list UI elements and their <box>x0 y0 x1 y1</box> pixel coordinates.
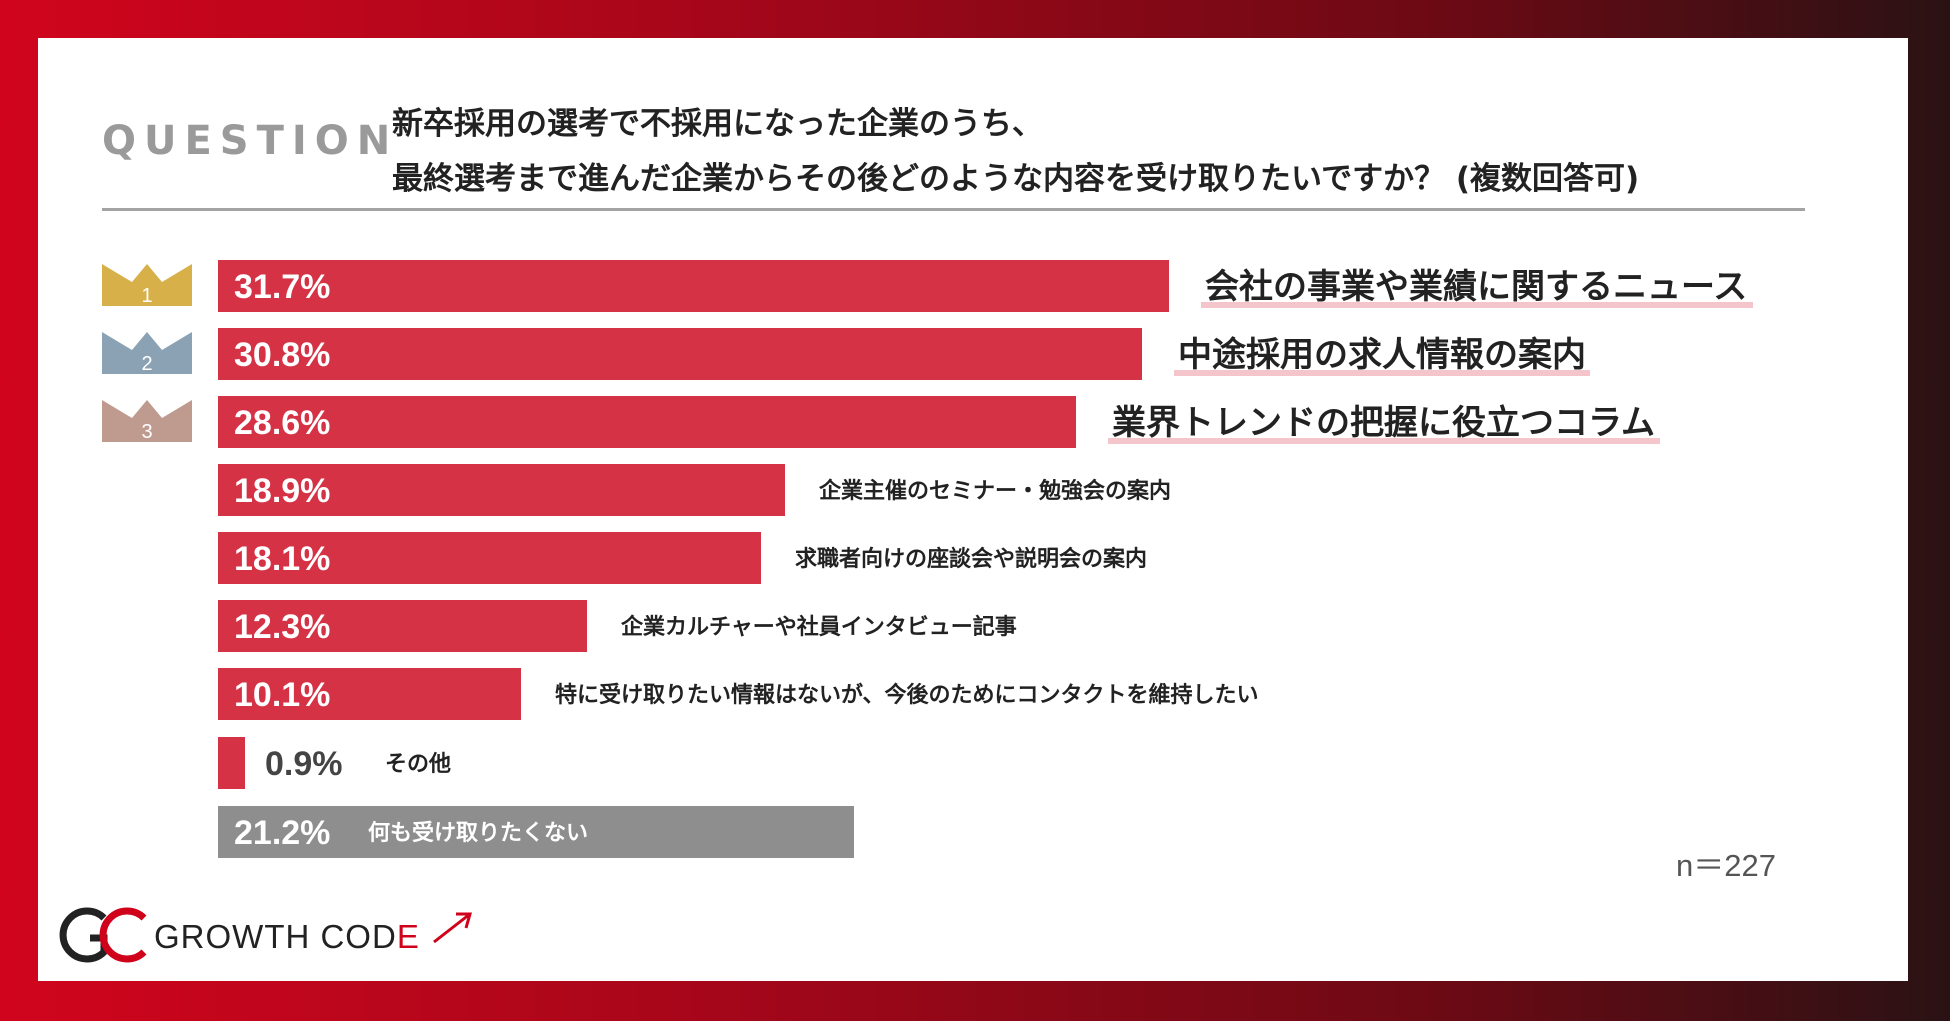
highlight-underline-2 <box>1108 438 1660 444</box>
category-label-1: 中途採用の求人情報の案内 <box>1178 335 1586 375</box>
value-label-3: 18.9% <box>234 472 330 510</box>
bar-3 <box>218 464 785 516</box>
category-label-3: 企業主催のセミナー・勉強会の案内 <box>818 478 1171 504</box>
value-label-0: 31.7% <box>234 268 330 306</box>
highlight-underline-0 <box>1201 302 1753 308</box>
bar-0 <box>218 260 1169 312</box>
bar-6 <box>218 668 521 720</box>
logo-text-accent: E <box>396 918 420 955</box>
sample-size: n＝227 <box>1676 848 1776 883</box>
category-label-5: 企業カルチャーや社員インタビュー記事 <box>620 614 1017 640</box>
value-label-6: 10.1% <box>234 676 330 714</box>
rank-crown-icon-3 <box>102 400 192 442</box>
bar-1 <box>218 328 1142 380</box>
question-text-line1: 新卒採用の選考で不採用になった企業のうち、 <box>392 106 1043 142</box>
category-label-4: 求職者向けの座談会や説明会の案内 <box>795 546 1147 572</box>
value-label-2: 28.6% <box>234 404 330 442</box>
value-label-4: 18.1% <box>234 540 330 578</box>
bar-2 <box>218 396 1076 448</box>
bar-8 <box>218 806 854 858</box>
question-label: QUESTION <box>102 118 399 164</box>
category-label-7: その他 <box>385 752 451 777</box>
rank-number-1: 1 <box>141 285 152 307</box>
rank-number-2: 2 <box>141 353 152 375</box>
value-label-7: 0.9% <box>265 745 343 783</box>
bar-chart: 31.7% 会社の事業や業績に関するニュース 30.8% 中途採用の求人情報の案内 28… <box>102 260 1753 858</box>
category-label-8: 何も受け取りたくない <box>368 820 588 846</box>
logo-text-main: GROWTH COD <box>154 918 397 955</box>
rank-crown-icon-2 <box>102 332 192 374</box>
category-label-6: 特に受け取りたい情報はないが、今後のためにコンタクトを維持したい <box>555 682 1259 708</box>
bar-5 <box>218 600 587 652</box>
bar-7 <box>218 737 245 789</box>
rank-number-3: 3 <box>141 421 152 443</box>
question-text-line2: 最終選考まで進んだ企業からその後どのような内容を受け取りたいですか？ (複数回答… <box>392 161 1640 197</box>
highlight-underline-1 <box>1174 370 1590 376</box>
category-label-2: 業界トレンドの把握に役立つコラム <box>1112 403 1655 443</box>
value-label-5: 12.3% <box>234 608 330 646</box>
value-label-8: 21.2% <box>234 814 330 852</box>
logo-wordmark: GROWTH CODE <box>154 918 420 956</box>
bar-4 <box>218 532 761 584</box>
category-label-0: 会社の事業や業績に関するニュース <box>1205 267 1747 307</box>
rank-crown-icon-1 <box>102 264 192 306</box>
growth-code-logo-icon <box>59 907 472 963</box>
question-divider <box>102 208 1805 211</box>
value-label-1: 30.8% <box>234 336 330 374</box>
